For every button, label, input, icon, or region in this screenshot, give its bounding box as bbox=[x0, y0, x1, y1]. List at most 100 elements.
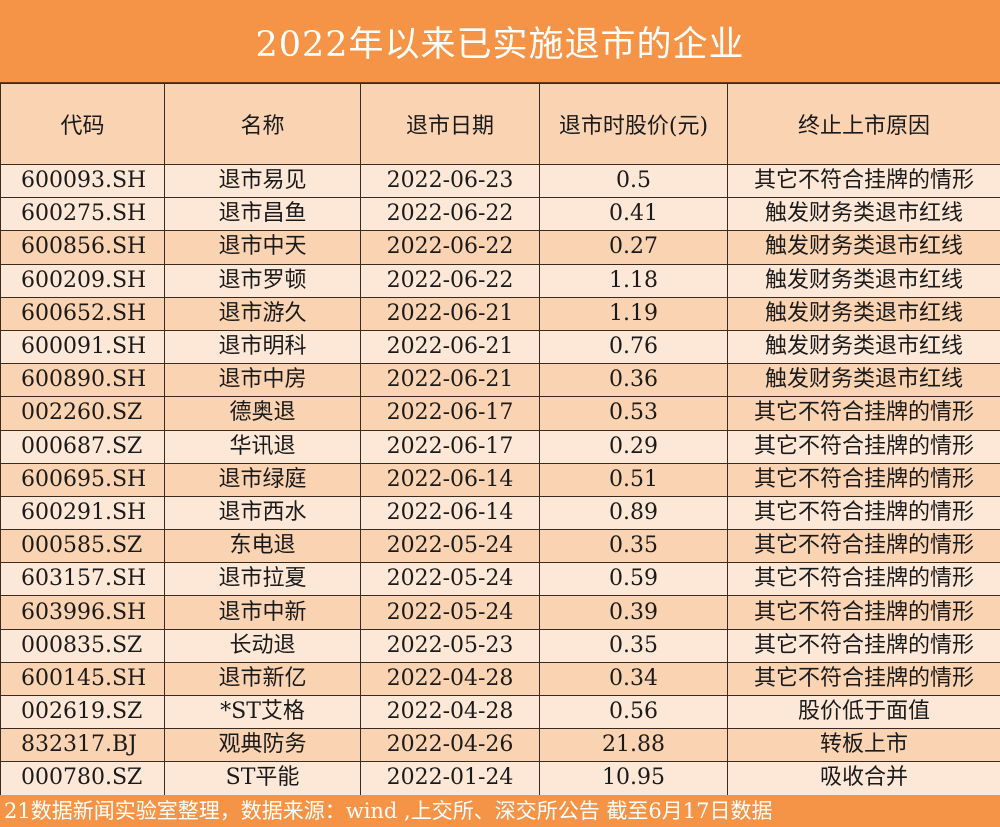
cell-name: 退市罗顿 bbox=[164, 263, 361, 298]
cell-price: 0.35 bbox=[539, 628, 728, 663]
cell-date: 2022-06-23 bbox=[360, 163, 540, 199]
cell-code: 000585.SZ bbox=[0, 529, 165, 564]
cell-code: 600209.SH bbox=[0, 263, 165, 298]
cell-name: 退市中新 bbox=[164, 595, 361, 630]
cell-name: 长动退 bbox=[164, 628, 361, 663]
cell-price: 1.19 bbox=[539, 296, 728, 331]
cell-name: 退市拉夏 bbox=[164, 562, 361, 597]
table-row: 600275.SH 退市昌鱼 2022-06-22 0.41 触发财务类退市红线 bbox=[0, 197, 1000, 232]
cell-name: 退市中房 bbox=[164, 363, 361, 398]
table-row: 600145.SH 退市新亿 2022-04-28 0.34 其它不符合挂牌的情形 bbox=[0, 661, 1000, 697]
cell-date: 2022-06-22 bbox=[360, 197, 540, 232]
cell-price: 0.35 bbox=[539, 529, 728, 564]
cell-reason: 其它不符合挂牌的情形 bbox=[727, 595, 1000, 630]
cell-date: 2022-06-21 bbox=[360, 329, 540, 365]
table-row: 600695.SH 退市绿庭 2022-06-14 0.51 其它不符合挂牌的情形 bbox=[0, 462, 1000, 497]
cell-price: 10.95 bbox=[539, 761, 728, 796]
table-row: 000687.SZ 华讯退 2022-06-17 0.29 其它不符合挂牌的情形 bbox=[0, 429, 1000, 464]
cell-code: 600890.SH bbox=[0, 363, 165, 398]
cell-code: 600091.SH bbox=[0, 329, 165, 365]
cell-code: 600275.SH bbox=[0, 197, 165, 232]
cell-code: 600856.SH bbox=[0, 230, 165, 265]
table-row: 000585.SZ 东电退 2022-05-24 0.35 其它不符合挂牌的情形 bbox=[0, 529, 1000, 564]
cell-reason: 触发财务类退市红线 bbox=[727, 329, 1000, 365]
cell-date: 2022-06-14 bbox=[360, 462, 540, 497]
cell-price: 0.29 bbox=[539, 429, 728, 464]
cell-date: 2022-05-24 bbox=[360, 562, 540, 597]
column-header-name: 名称 bbox=[164, 83, 361, 165]
cell-date: 2022-06-17 bbox=[360, 429, 540, 464]
cell-code: 002619.SZ bbox=[0, 694, 165, 730]
table-row: 600291.SH 退市西水 2022-06-14 0.89 其它不符合挂牌的情形 bbox=[0, 495, 1000, 531]
column-header-date: 退市日期 bbox=[360, 83, 540, 165]
cell-reason: 其它不符合挂牌的情形 bbox=[727, 562, 1000, 597]
cell-code: 600093.SH bbox=[0, 163, 165, 199]
table-row: 832317.BJ 观典防务 2022-04-26 21.88 转板上市 bbox=[0, 728, 1000, 763]
table-row: 600856.SH 退市中天 2022-06-22 0.27 触发财务类退市红线 bbox=[0, 230, 1000, 265]
cell-name: 退市易见 bbox=[164, 163, 361, 199]
cell-date: 2022-01-24 bbox=[360, 761, 540, 796]
cell-date: 2022-04-26 bbox=[360, 728, 540, 763]
cell-reason: 触发财务类退市红线 bbox=[727, 296, 1000, 331]
cell-reason: 其它不符合挂牌的情形 bbox=[727, 163, 1000, 199]
cell-name: 德奥退 bbox=[164, 396, 361, 431]
cell-name: 退市昌鱼 bbox=[164, 197, 361, 232]
cell-reason: 转板上市 bbox=[727, 728, 1000, 763]
cell-name: 退市新亿 bbox=[164, 661, 361, 697]
cell-price: 0.5 bbox=[539, 163, 728, 199]
table-row: 000835.SZ 长动退 2022-05-23 0.35 其它不符合挂牌的情形 bbox=[0, 628, 1000, 663]
table-row: 600890.SH 退市中房 2022-06-21 0.36 触发财务类退市红线 bbox=[0, 363, 1000, 398]
cell-reason: 吸收合并 bbox=[727, 761, 1000, 796]
table-row: 600209.SH 退市罗顿 2022-06-22 1.18 触发财务类退市红线 bbox=[0, 263, 1000, 298]
cell-date: 2022-05-23 bbox=[360, 628, 540, 663]
cell-price: 0.51 bbox=[539, 462, 728, 497]
cell-reason: 其它不符合挂牌的情形 bbox=[727, 529, 1000, 564]
cell-price: 0.41 bbox=[539, 197, 728, 232]
cell-name: 东电退 bbox=[164, 529, 361, 564]
cell-date: 2022-05-24 bbox=[360, 595, 540, 630]
cell-name: 退市明科 bbox=[164, 329, 361, 365]
table-row: 000780.SZ ST平能 2022-01-24 10.95 吸收合并 bbox=[0, 761, 1000, 796]
cell-date: 2022-06-21 bbox=[360, 296, 540, 331]
table-row: 600652.SH 退市游久 2022-06-21 1.19 触发财务类退市红线 bbox=[0, 296, 1000, 331]
cell-reason: 股价低于面值 bbox=[727, 694, 1000, 730]
cell-date: 2022-06-14 bbox=[360, 495, 540, 531]
cell-date: 2022-04-28 bbox=[360, 694, 540, 730]
table-row: 603157.SH 退市拉夏 2022-05-24 0.59 其它不符合挂牌的情形 bbox=[0, 562, 1000, 597]
cell-name: *ST艾格 bbox=[164, 694, 361, 730]
column-header-code: 代码 bbox=[0, 83, 165, 165]
cell-price: 1.18 bbox=[539, 263, 728, 298]
cell-reason: 其它不符合挂牌的情形 bbox=[727, 429, 1000, 464]
cell-reason: 其它不符合挂牌的情形 bbox=[727, 495, 1000, 531]
cell-reason: 其它不符合挂牌的情形 bbox=[727, 628, 1000, 663]
cell-date: 2022-05-24 bbox=[360, 529, 540, 564]
cell-price: 0.89 bbox=[539, 495, 728, 531]
cell-reason: 触发财务类退市红线 bbox=[727, 197, 1000, 232]
cell-date: 2022-06-21 bbox=[360, 363, 540, 398]
cell-reason: 其它不符合挂牌的情形 bbox=[727, 661, 1000, 697]
cell-name: 华讯退 bbox=[164, 429, 361, 464]
cell-reason: 触发财务类退市红线 bbox=[727, 230, 1000, 265]
cell-price: 0.34 bbox=[539, 661, 728, 697]
cell-price: 0.39 bbox=[539, 595, 728, 630]
table-row: 002619.SZ *ST艾格 2022-04-28 0.56 股价低于面值 bbox=[0, 694, 1000, 730]
cell-code: 603157.SH bbox=[0, 562, 165, 597]
cell-code: 603996.SH bbox=[0, 595, 165, 630]
cell-code: 000835.SZ bbox=[0, 628, 165, 663]
cell-code: 832317.BJ bbox=[0, 728, 165, 763]
cell-price: 0.56 bbox=[539, 694, 728, 730]
cell-price: 0.27 bbox=[539, 230, 728, 265]
cell-price: 21.88 bbox=[539, 728, 728, 763]
cell-name: 观典防务 bbox=[164, 728, 361, 763]
cell-date: 2022-04-28 bbox=[360, 661, 540, 697]
page-title: 2022年以来已实施退市的企业 bbox=[0, 0, 1000, 83]
cell-reason: 触发财务类退市红线 bbox=[727, 263, 1000, 298]
cell-name: 退市西水 bbox=[164, 495, 361, 531]
cell-name: 退市绿庭 bbox=[164, 462, 361, 497]
cell-price: 0.76 bbox=[539, 329, 728, 365]
cell-code: 600652.SH bbox=[0, 296, 165, 331]
cell-name: ST平能 bbox=[164, 761, 361, 796]
column-header-reason: 终止上市原因 bbox=[727, 83, 1000, 165]
delisted-table: 代码 名称 退市日期 退市时股价(元) 终止上市原因 600093.SH 退市易见… bbox=[0, 83, 1000, 796]
